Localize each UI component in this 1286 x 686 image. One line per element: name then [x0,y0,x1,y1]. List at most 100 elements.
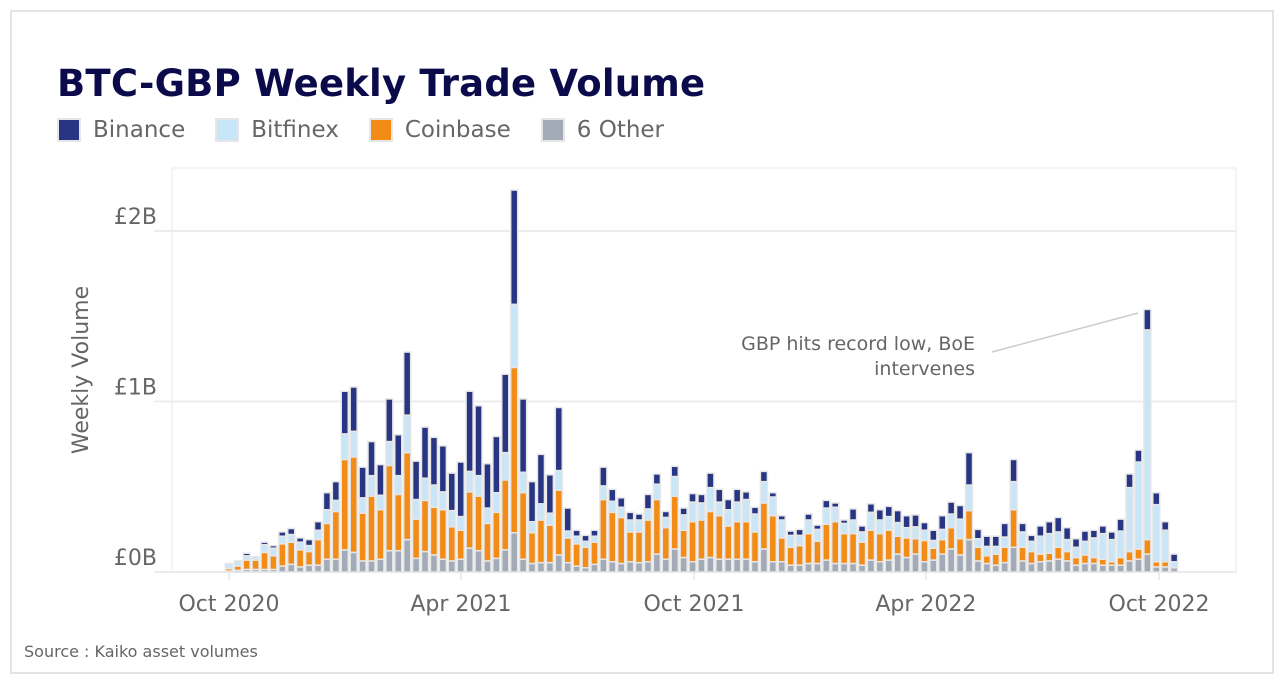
bar-stack[interactable] [286,527,296,573]
bar-segment-coinbase[interactable] [331,510,341,560]
bar-segment-coinbase[interactable] [848,532,858,565]
bar-segment-coinbase[interactable] [474,495,483,552]
bar-stack[interactable] [964,451,974,573]
bar-stack[interactable] [233,560,242,573]
bar-segment-bitfinex[interactable] [1080,540,1090,556]
bar-segment-coinbase[interactable] [322,522,332,560]
bar-segment-coinbase[interactable] [813,540,822,565]
bar-segment-bitfinex[interactable] [581,540,590,549]
bar-segment-6-other[interactable] [474,549,483,573]
bar-segment-binance[interactable] [1143,308,1152,331]
bar-stack[interactable] [955,504,965,573]
bar-segment-bitfinex[interactable] [402,414,412,454]
bar-segment-coinbase[interactable] [242,559,251,571]
bar-segment-binance[interactable] [599,466,608,487]
bar-segment-bitfinex[interactable] [946,513,956,529]
bar-segment-binance[interactable] [670,465,679,478]
bar-stack[interactable] [501,373,510,573]
bar-segment-bitfinex[interactable] [813,528,822,543]
bar-segment-6-other[interactable] [572,565,581,573]
bar-segment-coinbase[interactable] [1125,550,1134,562]
bar-segment-6-other[interactable] [331,558,341,573]
bar-stack[interactable] [1107,531,1116,573]
bar-segment-coinbase[interactable] [420,499,430,553]
bar-segment-6-other[interactable] [590,563,599,573]
bar-segment-binance[interactable] [420,426,430,479]
bar-segment-coinbase[interactable] [634,531,644,564]
bar-segment-binance[interactable] [929,529,938,542]
bar-segment-coinbase[interactable] [777,537,786,563]
bar-segment-binance[interactable] [857,525,867,533]
bar-segment-binance[interactable] [438,445,448,493]
bar-segment-6-other[interactable] [920,561,929,573]
bar-segment-coinbase[interactable] [1027,550,1036,565]
bar-segment-coinbase[interactable] [857,541,867,566]
bar-segment-coinbase[interactable] [1062,550,1072,562]
bar-segment-bitfinex[interactable] [1160,529,1170,563]
bar-segment-binance[interactable] [759,470,769,483]
bar-segment-bitfinex[interactable] [260,543,269,554]
bar-stack[interactable] [866,503,876,573]
bar-segment-6-other[interactable] [697,558,706,573]
bar-segment-coinbase[interactable] [509,366,519,534]
bar-segment-bitfinex[interactable] [697,502,706,521]
bar-segment-bitfinex[interactable] [1018,531,1027,549]
bar-segment-binance[interactable] [777,514,786,521]
bar-segment-bitfinex[interactable] [679,514,688,531]
bar-segment-6-other[interactable] [822,559,831,573]
bar-stack[interactable] [786,530,795,573]
bar-segment-bitfinex[interactable] [447,509,457,528]
bar-stack[interactable] [269,544,278,573]
bar-segment-coinbase[interactable] [581,546,590,569]
bar-stack[interactable] [715,488,724,573]
bar-stack[interactable] [875,509,885,573]
bar-segment-6-other[interactable] [545,561,555,573]
bar-segment-coinbase[interactable] [402,451,412,541]
bar-segment-coinbase[interactable] [385,464,394,552]
bar-segment-binance[interactable] [304,538,314,547]
bar-stack[interactable] [768,491,778,573]
bar-segment-bitfinex[interactable] [590,535,599,543]
bar-stack[interactable] [723,498,733,573]
bar-segment-bitfinex[interactable] [331,499,341,513]
bar-segment-bitfinex[interactable] [1053,531,1063,549]
bar-segment-6-other[interactable] [599,558,608,573]
bar-stack[interactable] [1036,525,1045,573]
bar-stack[interactable] [599,466,608,573]
bar-segment-binance[interactable] [1089,529,1099,539]
bar-segment-6-other[interactable] [367,560,376,573]
bar-segment-coinbase[interactable] [295,549,305,568]
bar-segment-coinbase[interactable] [1080,554,1090,565]
bar-segment-bitfinex[interactable] [518,471,528,494]
bar-stack[interactable] [295,537,305,573]
bar-segment-coinbase[interactable] [456,529,465,560]
bar-segment-bitfinex[interactable] [759,480,769,504]
bar-segment-bitfinex[interactable] [920,529,929,542]
bar-segment-binance[interactable] [911,514,920,528]
bar-segment-bitfinex[interactable] [884,515,894,531]
bar-segment-6-other[interactable] [652,553,662,573]
bar-segment-6-other[interactable] [866,559,876,573]
bar-segment-coinbase[interactable] [768,514,778,563]
bar-segment-bitfinex[interactable] [1125,486,1134,553]
bar-segment-bitfinex[interactable] [991,545,1001,555]
bar-segment-bitfinex[interactable] [563,530,572,539]
bar-segment-binance[interactable] [1169,553,1179,563]
bar-stack[interactable] [1027,534,1036,573]
bar-stack[interactable] [929,529,938,573]
bar-segment-binance[interactable] [616,497,626,508]
bar-segment-binance[interactable] [492,435,501,494]
bar-segment-bitfinex[interactable] [1116,530,1125,559]
bar-segment-coinbase[interactable] [706,510,715,559]
bar-stack[interactable] [732,488,742,573]
bar-segment-binance[interactable] [750,506,760,515]
bar-segment-coinbase[interactable] [955,538,965,556]
bar-stack[interactable] [1062,526,1072,573]
bar-segment-6-other[interactable] [313,564,323,573]
bar-segment-6-other[interactable] [929,559,938,573]
bar-segment-6-other[interactable] [857,564,867,573]
bar-segment-6-other[interactable] [1062,560,1072,573]
bar-segment-binance[interactable] [1080,530,1090,543]
bar-segment-bitfinex[interactable] [1071,546,1081,559]
bar-segment-bitfinex[interactable] [777,519,786,539]
